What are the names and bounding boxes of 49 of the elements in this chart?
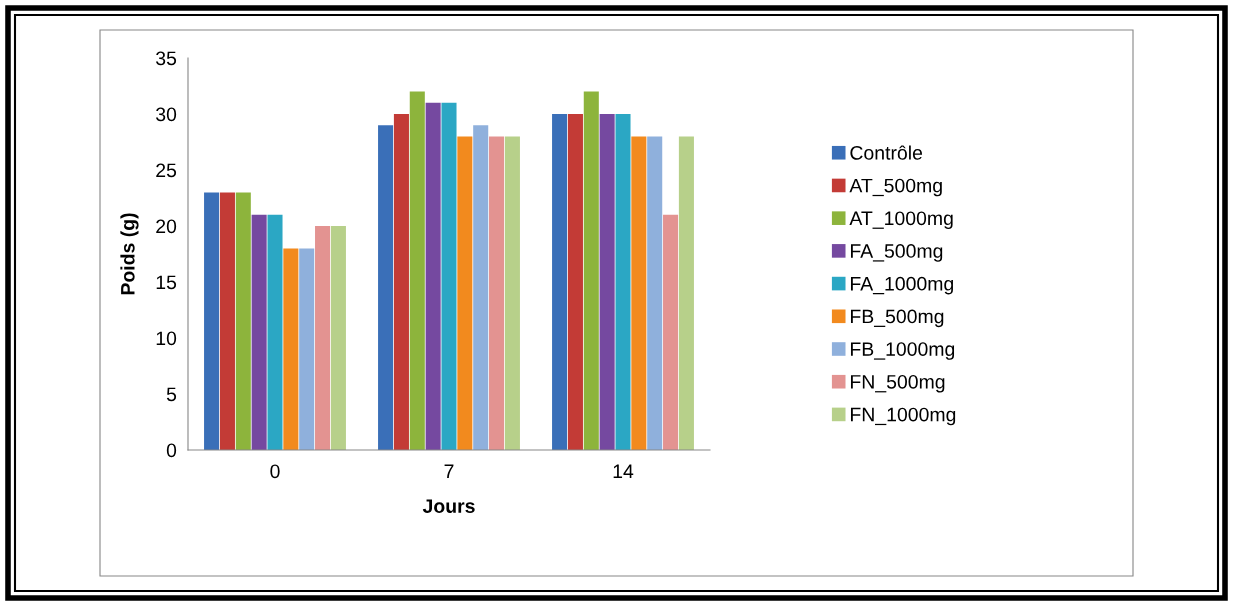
bar xyxy=(599,114,615,450)
y-tick-label: 5 xyxy=(166,387,177,402)
legend-label: FA_500mg xyxy=(851,244,943,262)
y-axis-title: Poids (g) xyxy=(120,213,139,295)
legend-label: Contrôle xyxy=(850,145,923,160)
bar xyxy=(631,136,647,450)
x-axis-title: Jours xyxy=(422,499,475,513)
x-tick-label: 14 xyxy=(613,464,634,478)
bar xyxy=(552,114,568,450)
bar xyxy=(489,136,505,450)
bar xyxy=(219,192,235,450)
bar xyxy=(663,214,679,450)
x-tick-label: 0 xyxy=(270,464,280,479)
bar xyxy=(504,136,520,450)
y-tick-label: 25 xyxy=(156,163,177,178)
legend-label: FN_1000mg xyxy=(851,407,956,426)
bar xyxy=(251,214,267,450)
bar xyxy=(299,248,315,450)
bar xyxy=(393,114,409,450)
bar xyxy=(647,136,663,450)
y-tick-label: 20 xyxy=(156,219,177,234)
y-tick-label: 0 xyxy=(166,443,177,458)
bar xyxy=(567,114,583,450)
y-tick-label: 30 xyxy=(156,107,177,122)
bar xyxy=(457,136,473,450)
y-tick-label: 10 xyxy=(156,331,177,346)
bar xyxy=(330,226,346,450)
legend-label: FN_500mg xyxy=(851,374,945,393)
y-tick-label: 15 xyxy=(156,275,177,290)
bar xyxy=(283,248,299,450)
legend-label: AT_500mg xyxy=(849,178,942,197)
bar xyxy=(409,91,425,450)
bar xyxy=(378,125,394,450)
bar xyxy=(473,125,489,450)
bar xyxy=(425,102,441,450)
legend-label: FA_1000mg xyxy=(851,276,954,295)
bar xyxy=(315,226,331,450)
y-tick-label: 35 xyxy=(156,51,177,66)
legend-label: FB_500mg xyxy=(851,309,944,328)
legend-label: AT_1000mg xyxy=(849,211,953,229)
legend-label: FB_1000mg xyxy=(851,342,955,360)
bar xyxy=(204,192,220,450)
bar xyxy=(267,214,283,450)
bar xyxy=(583,91,599,450)
x-tick-label: 7 xyxy=(444,464,454,478)
bar xyxy=(678,136,694,450)
bar xyxy=(615,114,631,450)
bar xyxy=(235,192,251,450)
bar xyxy=(441,102,457,450)
